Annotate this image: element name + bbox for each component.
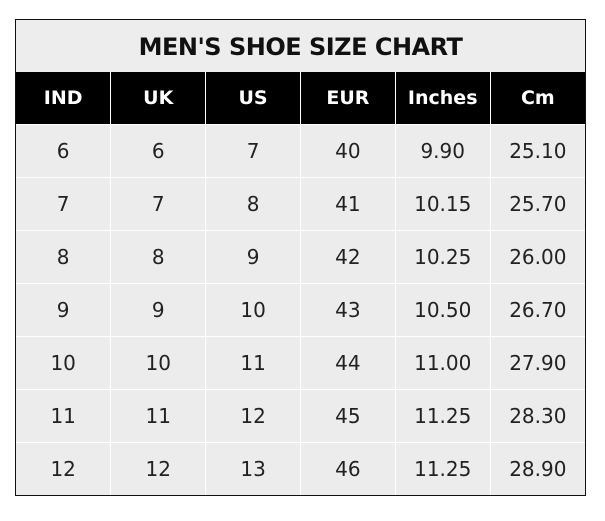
cell-eur: 46 [299, 442, 396, 495]
cell-eur: 44 [299, 336, 396, 390]
header-row: IND UK US EUR Inches Cm [16, 72, 585, 125]
cell-us: 10 [205, 283, 301, 337]
cell-uk: 9 [110, 283, 207, 337]
cell-cm: 25.10 [489, 124, 585, 178]
chart-title: MEN'S SHOE SIZE CHART [16, 20, 585, 72]
cell-cm: 27.90 [489, 336, 585, 390]
cell-ind: 6 [16, 124, 112, 178]
cell-uk: 10 [110, 336, 207, 390]
cell-ind: 9 [16, 283, 112, 337]
cell-ind: 8 [16, 230, 112, 284]
cell-inches: 10.50 [394, 283, 491, 337]
column-header-uk: UK [110, 72, 207, 125]
cell-eur: 40 [299, 124, 396, 178]
cell-us: 12 [205, 389, 301, 443]
cell-inches: 11.25 [394, 442, 491, 495]
column-header-ind: IND [16, 72, 112, 125]
table-row: 8 8 9 42 10.25 26.00 [16, 230, 585, 284]
table-row: 7 7 8 41 10.15 25.70 [16, 177, 585, 231]
table-row: 9 9 10 43 10.50 26.70 [16, 283, 585, 337]
cell-cm: 26.70 [489, 283, 585, 337]
cell-us: 13 [205, 442, 301, 495]
column-header-us: US [205, 72, 301, 125]
size-chart: MEN'S SHOE SIZE CHART IND UK US EUR Inches Cm… [15, 19, 586, 496]
cell-ind: 7 [16, 177, 112, 231]
cell-eur: 43 [299, 283, 396, 337]
cell-us: 11 [205, 336, 301, 390]
size-table: IND UK US EUR Inches Cm 6 6 7 40 9.90 25.10 7 7 8 41 10… [16, 72, 585, 495]
cell-cm: 28.90 [489, 442, 585, 495]
cell-uk: 8 [110, 230, 207, 284]
table-row: 10 10 11 44 11.00 27.90 [16, 336, 585, 390]
cell-ind: 11 [16, 389, 112, 443]
cell-cm: 28.30 [489, 389, 585, 443]
table-row: 11 11 12 45 11.25 28.30 [16, 389, 585, 443]
cell-uk: 7 [110, 177, 207, 231]
cell-ind: 12 [16, 442, 112, 495]
cell-cm: 25.70 [489, 177, 585, 231]
column-header-cm: Cm [489, 72, 585, 125]
cell-inches: 10.25 [394, 230, 491, 284]
cell-uk: 12 [110, 442, 207, 495]
table-row: 12 12 13 46 11.25 28.90 [16, 442, 585, 495]
cell-us: 8 [205, 177, 301, 231]
column-header-eur: EUR [299, 72, 396, 125]
cell-inches: 10.15 [394, 177, 491, 231]
cell-us: 9 [205, 230, 301, 284]
cell-inches: 11.00 [394, 336, 491, 390]
column-header-inches: Inches [394, 72, 491, 125]
cell-cm: 26.00 [489, 230, 585, 284]
cell-ind: 10 [16, 336, 112, 390]
table-row: 6 6 7 40 9.90 25.10 [16, 124, 585, 178]
cell-us: 7 [205, 124, 301, 178]
cell-inches: 11.25 [394, 389, 491, 443]
cell-eur: 41 [299, 177, 396, 231]
cell-uk: 6 [110, 124, 207, 178]
cell-inches: 9.90 [394, 124, 491, 178]
cell-eur: 45 [299, 389, 396, 443]
cell-uk: 11 [110, 389, 207, 443]
cell-eur: 42 [299, 230, 396, 284]
